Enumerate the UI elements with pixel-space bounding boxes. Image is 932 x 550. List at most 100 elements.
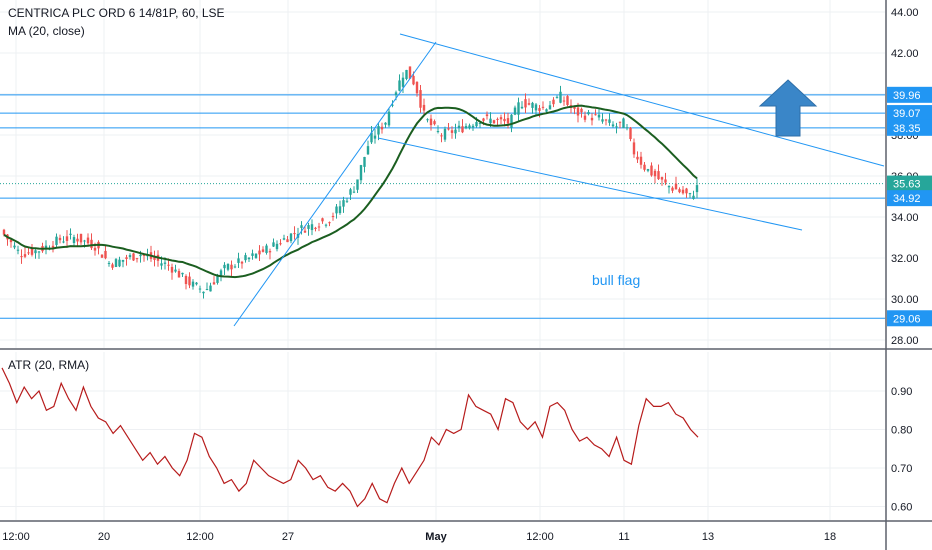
level-price-tag: 39.07 <box>887 105 932 122</box>
candle-body <box>377 126 380 135</box>
candle-body <box>352 191 356 193</box>
candle-body <box>90 239 93 249</box>
atr-axis: 0.90 0.80 0.70 0.60 <box>891 386 912 514</box>
symbol-legend: CENTRICA PLC ORD 6 14/81P, 60, LSE <box>8 6 225 20</box>
time-tick-label: 13 <box>702 531 714 543</box>
candle-body <box>226 263 230 270</box>
candle-body <box>279 243 282 245</box>
candle-body <box>160 263 163 266</box>
candle-body <box>121 259 125 262</box>
price-tag-label: 39.96 <box>893 90 921 102</box>
candle-body <box>688 193 692 195</box>
chart-annotation: bull flag <box>592 272 640 288</box>
candle-body <box>338 206 342 214</box>
candle-body <box>188 276 191 286</box>
candle-body <box>485 114 489 117</box>
time-tick-label: 18 <box>824 531 836 543</box>
trend-drawings <box>233 33 885 327</box>
candle-body <box>342 200 345 207</box>
candle-body <box>380 126 384 130</box>
candle-body <box>205 288 209 290</box>
candle-body <box>632 142 636 155</box>
time-tick-label: 27 <box>282 531 294 543</box>
candle-body <box>583 115 587 120</box>
candle-body <box>545 109 548 112</box>
candle-body <box>520 106 524 109</box>
candle-body <box>370 132 373 143</box>
candle-body <box>457 125 461 128</box>
candle-body <box>636 156 639 160</box>
candle-body <box>76 238 79 242</box>
candle-body <box>233 266 237 268</box>
price-tag-label: 34.92 <box>893 193 921 205</box>
candle-body <box>531 102 534 108</box>
candle-body <box>534 104 538 111</box>
candle-body <box>251 253 254 256</box>
candle-body <box>482 118 485 121</box>
candle-body <box>132 253 135 261</box>
candle-body <box>83 240 86 242</box>
candle-body <box>695 185 699 193</box>
candle-body <box>587 112 590 115</box>
candle-body <box>51 245 55 248</box>
candle-body <box>65 236 69 241</box>
time-tick-label: 20 <box>98 531 110 543</box>
candle-body <box>170 266 174 273</box>
price-tick-label: 42.00 <box>891 48 919 60</box>
current-price-tag: 35.63 <box>887 175 932 192</box>
candle-body <box>412 75 415 85</box>
candle-body <box>671 187 674 191</box>
candle-body <box>692 195 695 199</box>
candle-body <box>604 119 608 121</box>
candle-body <box>331 215 335 218</box>
candle-body <box>254 253 258 258</box>
candle-body <box>363 156 366 167</box>
candle-body <box>548 105 552 110</box>
candle-body <box>181 272 184 275</box>
candle-body <box>167 264 170 266</box>
candle-body <box>153 256 156 260</box>
candle-body <box>310 224 314 231</box>
candle-body <box>300 225 303 228</box>
candle-body <box>286 239 289 243</box>
candle-body <box>401 77 405 87</box>
candle-body <box>335 206 338 214</box>
candle-body <box>667 185 671 188</box>
candle-body <box>349 189 352 195</box>
candle-body <box>317 226 321 228</box>
candle-body <box>538 108 541 111</box>
candle-body <box>324 224 328 226</box>
candle-body <box>104 250 107 259</box>
candle-body <box>328 222 331 224</box>
candle-body <box>258 250 261 255</box>
candle-body <box>664 179 667 183</box>
candle-body <box>307 225 310 229</box>
candle-body <box>384 122 387 125</box>
candle-body <box>118 259 121 267</box>
candle-body <box>268 251 272 253</box>
candle-body <box>272 242 275 247</box>
candle-body <box>478 123 482 125</box>
candle-body <box>685 188 688 194</box>
flag-upper-line <box>399 33 885 167</box>
candle-body <box>93 247 97 251</box>
candle-body <box>69 233 72 235</box>
price-tag-label: 29.06 <box>893 313 921 325</box>
candle-body <box>590 117 594 121</box>
candle-body <box>212 282 216 285</box>
time-tick-label: May <box>425 531 447 543</box>
time-axis: 12:00 20 12:00 27 May 12:00 11 13 18 <box>2 531 836 543</box>
atr-tick-label: 0.70 <box>891 463 912 475</box>
flag-pole-line <box>233 41 437 327</box>
candle-body <box>366 146 370 155</box>
candle-body <box>650 165 653 176</box>
candle-body <box>86 237 90 244</box>
candle-body <box>405 69 408 79</box>
candle-body <box>608 119 611 123</box>
candle-body <box>209 285 212 292</box>
candle-body <box>660 177 664 180</box>
candle-body <box>527 103 531 105</box>
candle-body <box>314 227 317 229</box>
level-price-tag: 38.35 <box>887 119 932 136</box>
